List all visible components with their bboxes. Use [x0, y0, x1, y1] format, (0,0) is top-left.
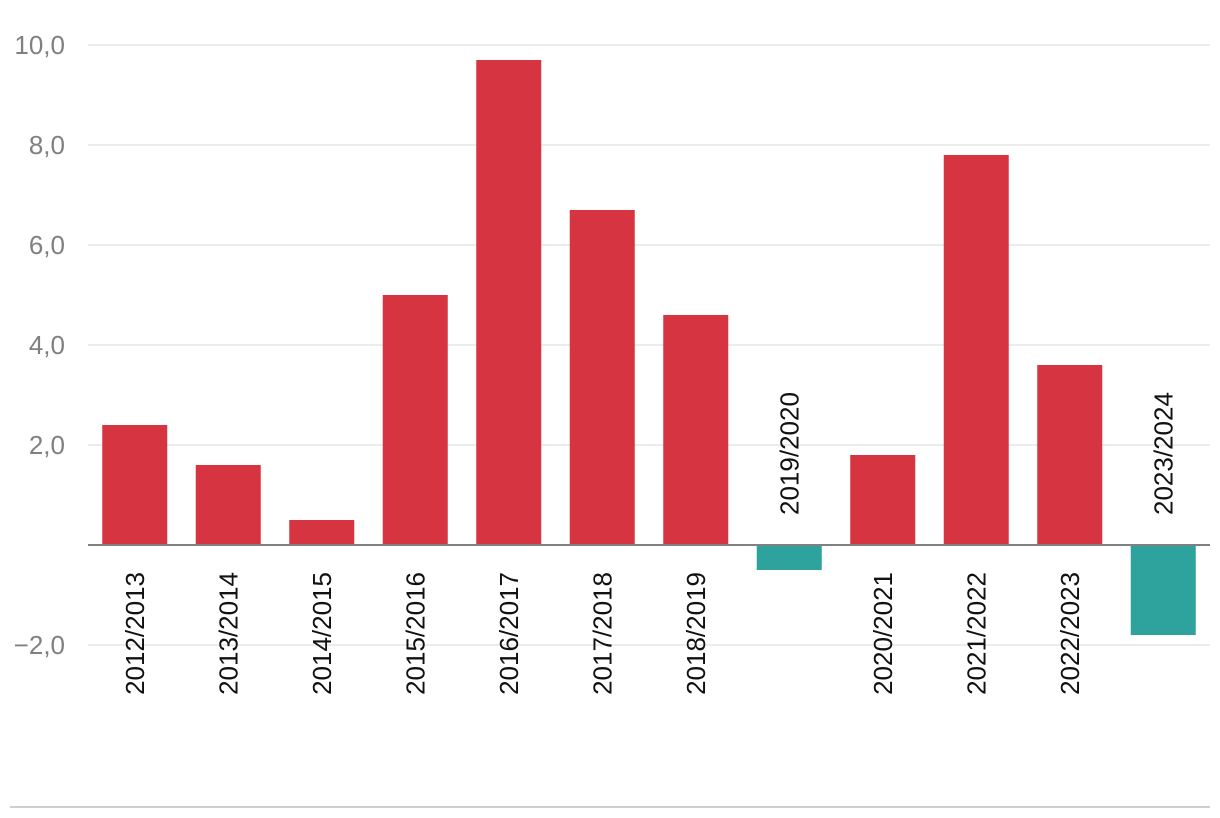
- x-category-label: 2022/2023: [1055, 572, 1085, 695]
- bar: [850, 455, 916, 545]
- y-tick-label: 4,0: [29, 330, 65, 360]
- x-category-label: 2018/2019: [681, 572, 711, 695]
- x-category-label: 2021/2022: [961, 572, 991, 695]
- x-category-label: 2014/2015: [307, 572, 337, 695]
- x-category-label: 2020/2021: [868, 572, 898, 695]
- bar: [569, 210, 635, 545]
- bar: [1037, 365, 1103, 545]
- bar: [102, 425, 168, 545]
- bar: [663, 315, 729, 545]
- x-category-label: 2019/2020: [774, 392, 804, 515]
- x-category-label: 2012/2013: [120, 572, 150, 695]
- bar: [382, 295, 448, 545]
- y-tick-label: 6,0: [29, 230, 65, 260]
- bar: [476, 60, 542, 545]
- y-tick-label: 8,0: [29, 130, 65, 160]
- bar: [289, 520, 355, 545]
- y-tick-label: 2,0: [29, 430, 65, 460]
- x-category-label: 2015/2016: [400, 572, 430, 695]
- y-tick-label: −2,0: [14, 630, 65, 660]
- bar: [756, 545, 822, 570]
- bar: [1130, 545, 1196, 635]
- bar: [943, 155, 1009, 545]
- bar: [195, 465, 261, 545]
- x-category-label: 2023/2024: [1148, 392, 1178, 515]
- x-category-label: 2016/2017: [494, 572, 524, 695]
- x-category-label: 2013/2014: [213, 572, 243, 695]
- y-tick-label: 10,0: [14, 30, 65, 60]
- x-category-label: 2017/2018: [587, 572, 617, 695]
